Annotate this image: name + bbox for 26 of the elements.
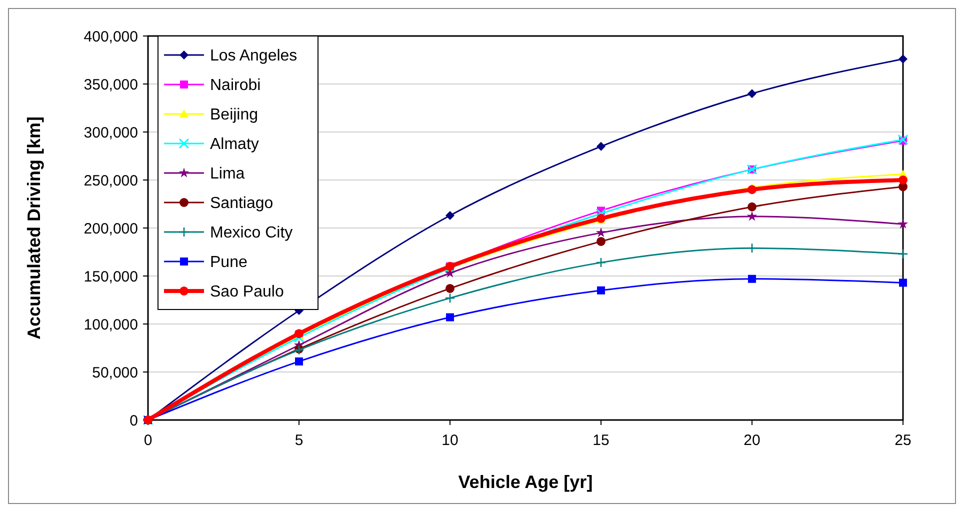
legend-label: Beijing <box>210 106 258 124</box>
y-tick-label: 150,000 <box>84 268 138 286</box>
y-tick-label: 300,000 <box>84 124 138 142</box>
legend-label: Almaty <box>210 136 259 154</box>
legend-label: Los Angeles <box>210 48 298 65</box>
y-tick-label: 100,000 <box>84 316 138 334</box>
legend-label: Sao Paulo <box>210 284 284 301</box>
x-axis-title: Vehicle Age [yr] <box>458 472 593 492</box>
y-tick-label: 400,000 <box>84 28 138 46</box>
x-tick-label: 25 <box>894 432 912 449</box>
x-tick-label: 5 <box>294 432 304 449</box>
y-tick-label: 50,000 <box>92 364 138 382</box>
y-tick-label: 250,000 <box>84 172 138 190</box>
y-tick-label: 200,000 <box>84 220 138 238</box>
legend-label: Santiago <box>210 195 274 212</box>
legend-label: Mexico City <box>210 224 293 242</box>
y-axis-title: Accumulated Driving [km] <box>24 116 44 340</box>
x-tick-label: 15 <box>592 432 610 449</box>
legend-label: Nairobi <box>210 77 261 94</box>
y-tick-label: 350,000 <box>84 76 138 94</box>
y-tick-label: 0 <box>130 412 138 430</box>
x-tick-label: 20 <box>744 432 760 449</box>
x-tick-label: 0 <box>144 432 152 449</box>
legend-label: Pune <box>210 254 248 272</box>
x-tick-label: 10 <box>442 432 458 449</box>
legend-label: Lima <box>210 166 245 183</box>
